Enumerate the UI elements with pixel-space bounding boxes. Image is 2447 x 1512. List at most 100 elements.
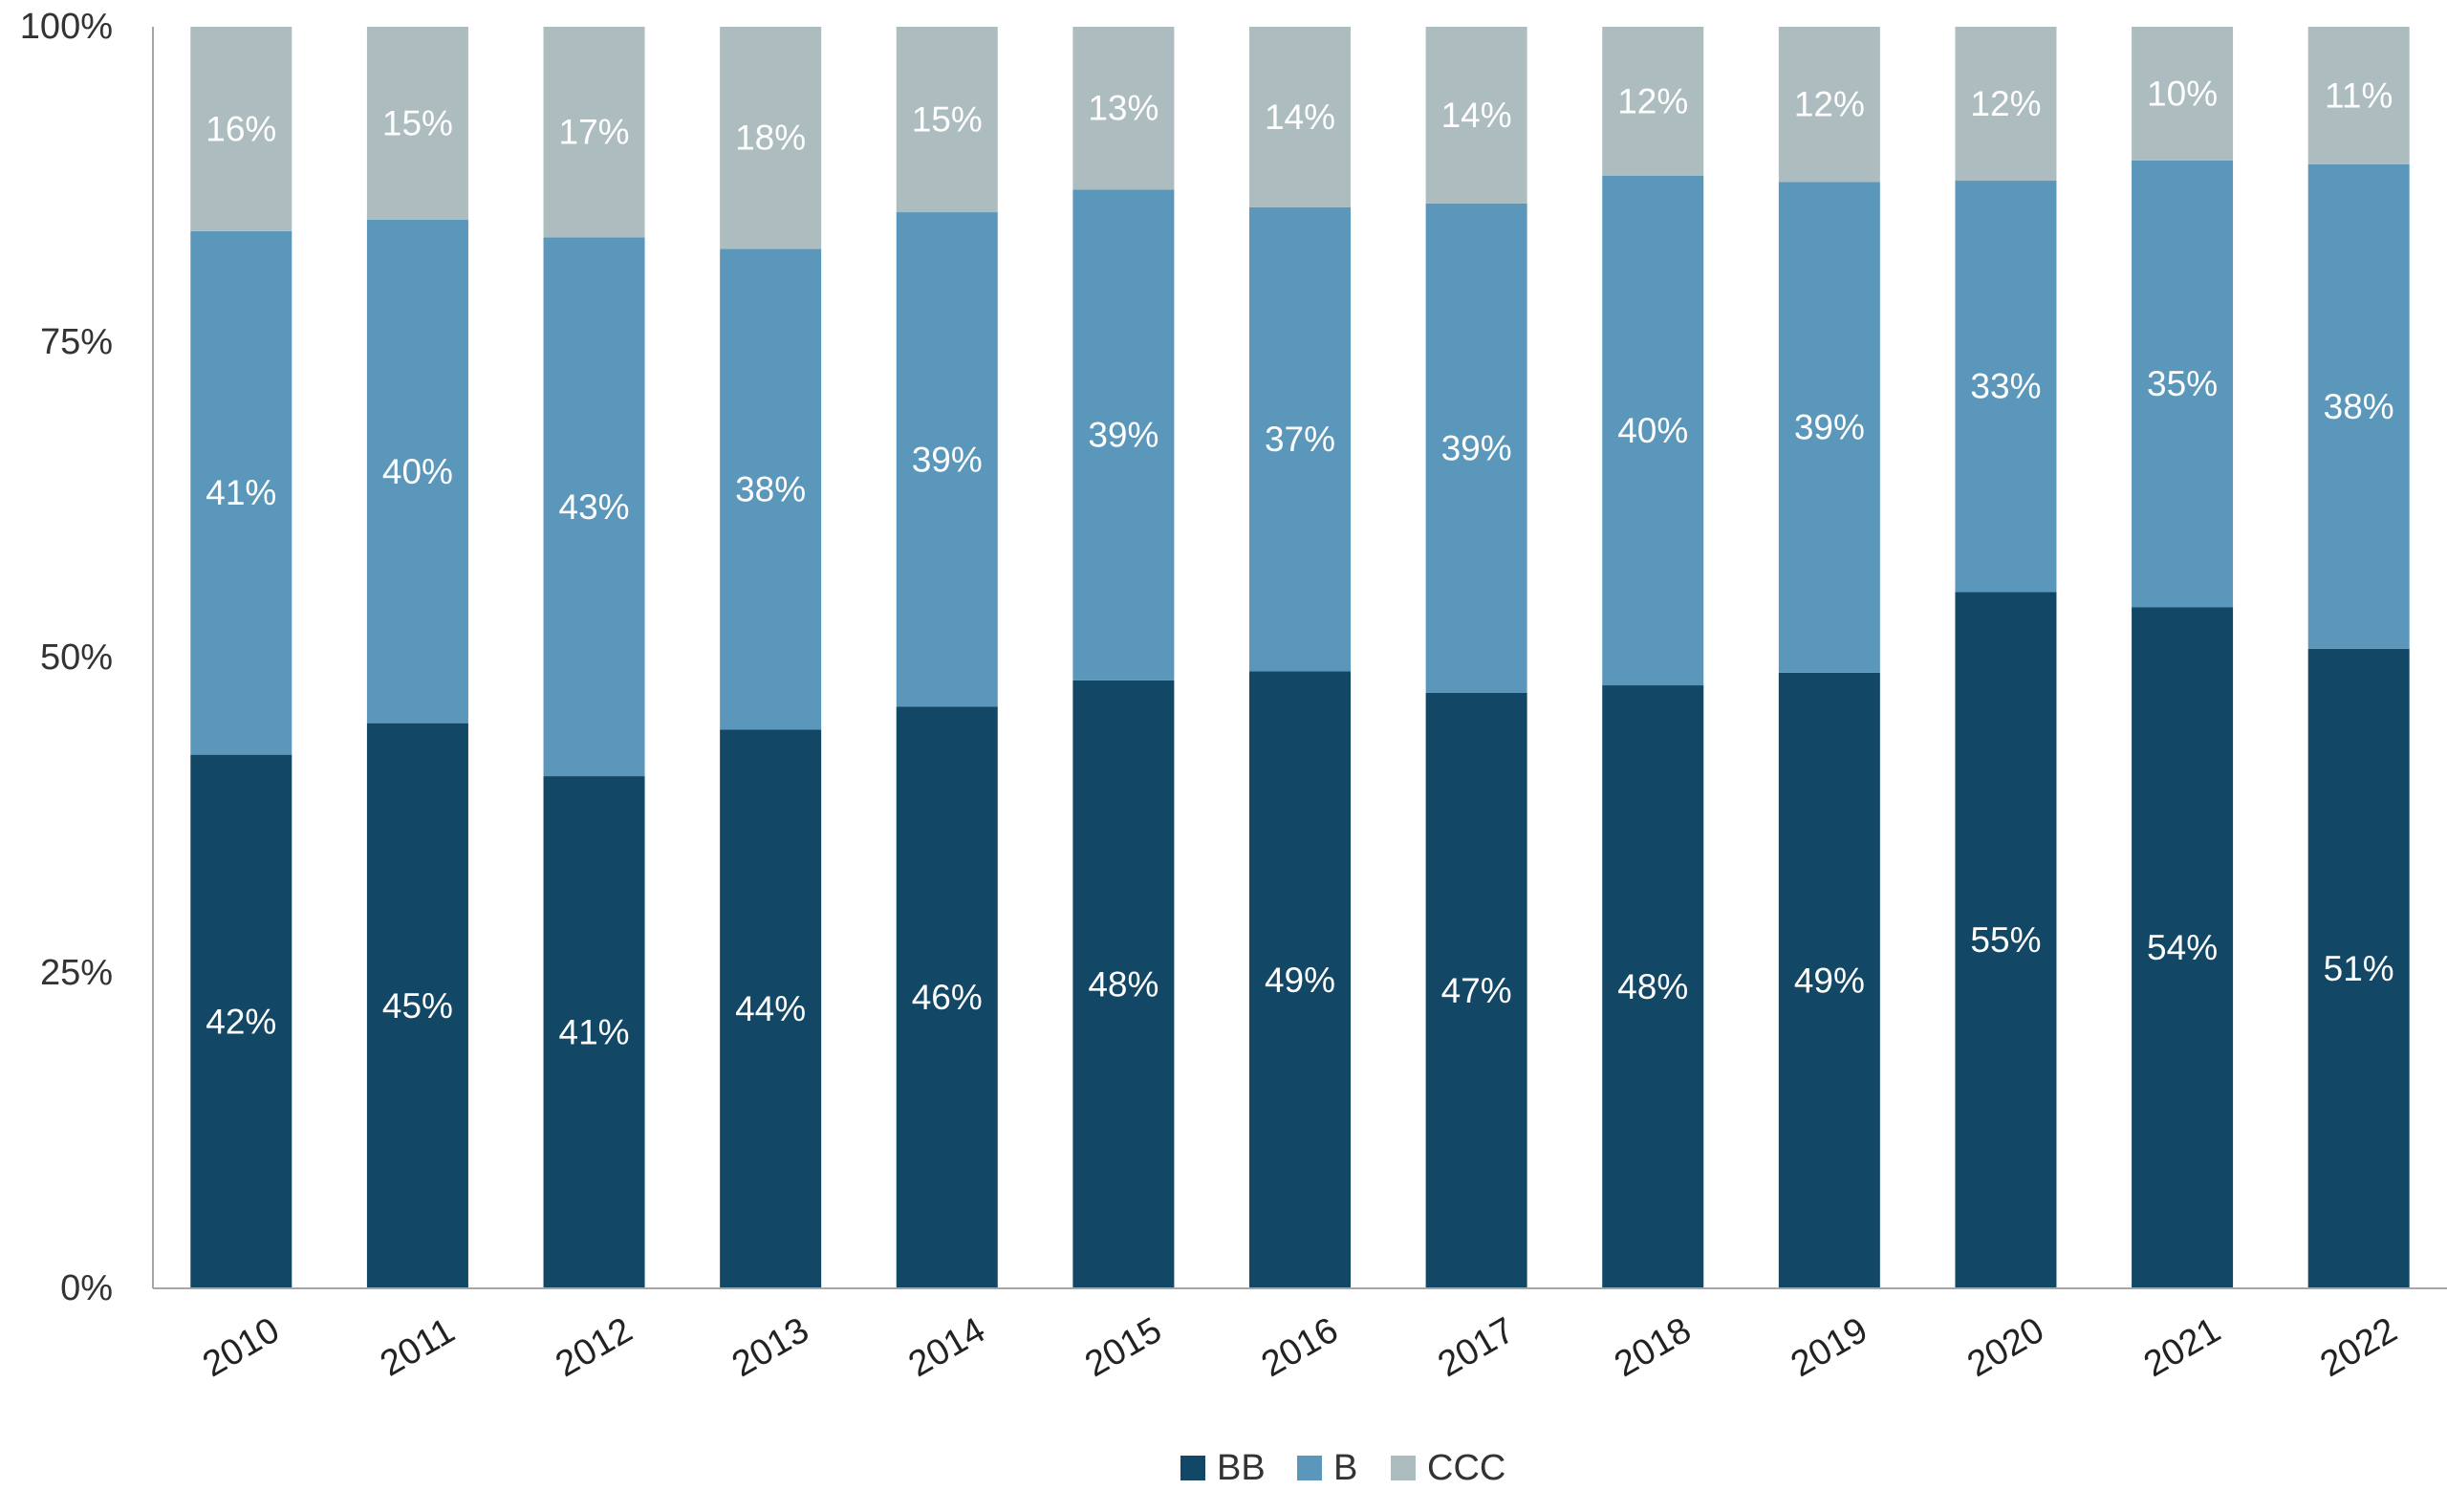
bar-b-2011 (366, 219, 468, 724)
data-label-bb-2011: 45% (382, 986, 453, 1026)
bar-bb-2016 (1249, 671, 1351, 1288)
x-tick-label-2021: 2021 (2137, 1310, 2227, 1386)
data-label-bb-2014: 46% (912, 978, 983, 1017)
bar-bb-2014 (896, 706, 998, 1288)
bar-b-2017 (1425, 203, 1527, 693)
data-label-b-2016: 37% (1265, 420, 1335, 459)
x-tick-label-2017: 2017 (1432, 1310, 1522, 1386)
x-tick-label-2019: 2019 (1785, 1310, 1874, 1386)
data-label-b-2017: 39% (1441, 428, 1512, 467)
data-label-ccc-2021: 10% (2147, 74, 2218, 113)
data-label-bb-2020: 55% (1970, 920, 2041, 960)
data-label-ccc-2013: 18% (735, 119, 806, 158)
data-label-ccc-2019: 12% (1794, 85, 1865, 124)
bar-ccc-2016 (1249, 27, 1351, 207)
bar-ccc-2019 (1778, 27, 1880, 183)
data-label-bb-2017: 47% (1441, 971, 1512, 1010)
data-label-b-2022: 38% (2324, 387, 2394, 426)
y-tick-label-25: 25% (40, 953, 113, 993)
bar-bb-2017 (1425, 692, 1527, 1288)
bar-b-2012 (543, 237, 645, 777)
x-tick-label-2013: 2013 (725, 1310, 815, 1386)
bar-ccc-2011 (366, 27, 468, 220)
bar-b-2020 (1955, 181, 2057, 593)
data-label-b-2013: 38% (735, 469, 806, 508)
bar-bb-2010 (190, 754, 292, 1288)
bar-bb-2019 (1778, 672, 1880, 1288)
data-label-bb-2016: 49% (1265, 961, 1335, 1000)
bar-ccc-2018 (1602, 27, 1704, 176)
data-label-bb-2012: 41% (559, 1013, 630, 1052)
bars-layer (190, 27, 2410, 1288)
x-tick-label-2022: 2022 (2314, 1310, 2404, 1386)
bar-ccc-2014 (896, 27, 998, 213)
bar-b-2013 (720, 248, 822, 730)
x-tick-label-2015: 2015 (1078, 1310, 1168, 1386)
legend-swatch-bb (1180, 1456, 1205, 1480)
data-label-ccc-2014: 15% (912, 100, 983, 140)
bar-b-2018 (1602, 175, 1704, 686)
data-label-ccc-2015: 13% (1088, 89, 1159, 128)
bar-ccc-2021 (2132, 27, 2234, 161)
y-tick-label-100: 100% (20, 7, 113, 47)
y-tick-label-0: 0% (60, 1268, 113, 1308)
legend-label-ccc: CCC (1427, 1448, 1505, 1488)
data-label-b-2014: 39% (912, 440, 983, 479)
data-label-bb-2021: 54% (2147, 928, 2218, 967)
bar-ccc-2017 (1425, 27, 1527, 204)
data-label-ccc-2012: 17% (559, 113, 630, 152)
data-label-b-2021: 35% (2147, 364, 2218, 403)
data-label-ccc-2017: 14% (1441, 96, 1512, 135)
x-tick-label-2012: 2012 (549, 1310, 639, 1386)
bar-bb-2012 (543, 776, 645, 1288)
data-label-bb-2018: 48% (1617, 967, 1688, 1006)
data-label-b-2011: 40% (382, 452, 453, 491)
bar-bb-2015 (1072, 680, 1175, 1288)
bar-b-2016 (1249, 206, 1351, 672)
bar-bb-2020 (1955, 592, 2057, 1288)
data-label-b-2018: 40% (1617, 411, 1688, 450)
x-tick-label-2014: 2014 (902, 1310, 992, 1386)
data-labels-layer: 42% 41% 16% 45% 40% 15% 41% 43% 17% 44% 38% 18% 46% 3… (206, 74, 2393, 1051)
data-label-ccc-2010: 16% (206, 109, 276, 148)
data-label-b-2012: 43% (559, 487, 630, 527)
legend-swatch-b (1297, 1456, 1322, 1480)
data-label-ccc-2016: 14% (1265, 97, 1335, 137)
bar-bb-2021 (2132, 607, 2234, 1288)
x-tick-label-2011: 2011 (374, 1310, 462, 1384)
y-tick-label-50: 50% (40, 637, 113, 678)
data-label-b-2019: 39% (1794, 408, 1865, 447)
data-label-b-2015: 39% (1088, 416, 1159, 455)
bar-ccc-2010 (190, 27, 292, 231)
legend: BB B CCC (1180, 1448, 1505, 1488)
x-tick-label-2016: 2016 (1255, 1310, 1345, 1386)
bar-b-2019 (1778, 182, 1880, 673)
x-tick-label-2020: 2020 (1960, 1310, 2050, 1386)
bar-ccc-2012 (543, 27, 645, 238)
bar-ccc-2013 (720, 27, 822, 249)
bar-bb-2011 (366, 723, 468, 1288)
x-tick-label-2010: 2010 (196, 1310, 286, 1386)
bar-b-2021 (2132, 160, 2234, 608)
bar-bb-2013 (720, 729, 822, 1288)
bar-b-2015 (1072, 189, 1175, 680)
bar-ccc-2020 (1955, 27, 2057, 182)
bar-ccc-2015 (1072, 27, 1175, 190)
data-label-b-2020: 33% (1970, 367, 2041, 406)
bar-ccc-2022 (2307, 27, 2410, 164)
legend-label-bb: BB (1217, 1448, 1266, 1488)
data-label-b-2010: 41% (206, 473, 276, 512)
data-label-bb-2019: 49% (1794, 961, 1865, 1000)
y-tick-label-75: 75% (40, 322, 113, 362)
data-label-ccc-2022: 11% (2325, 76, 2393, 115)
bar-b-2022 (2307, 163, 2410, 649)
bar-bb-2022 (2307, 648, 2410, 1288)
data-label-ccc-2018: 12% (1617, 81, 1688, 120)
bar-b-2010 (190, 230, 292, 755)
data-label-bb-2015: 48% (1088, 964, 1159, 1004)
bar-b-2014 (896, 212, 998, 707)
data-label-bb-2010: 42% (206, 1002, 276, 1041)
data-label-ccc-2020: 12% (1970, 84, 2041, 123)
